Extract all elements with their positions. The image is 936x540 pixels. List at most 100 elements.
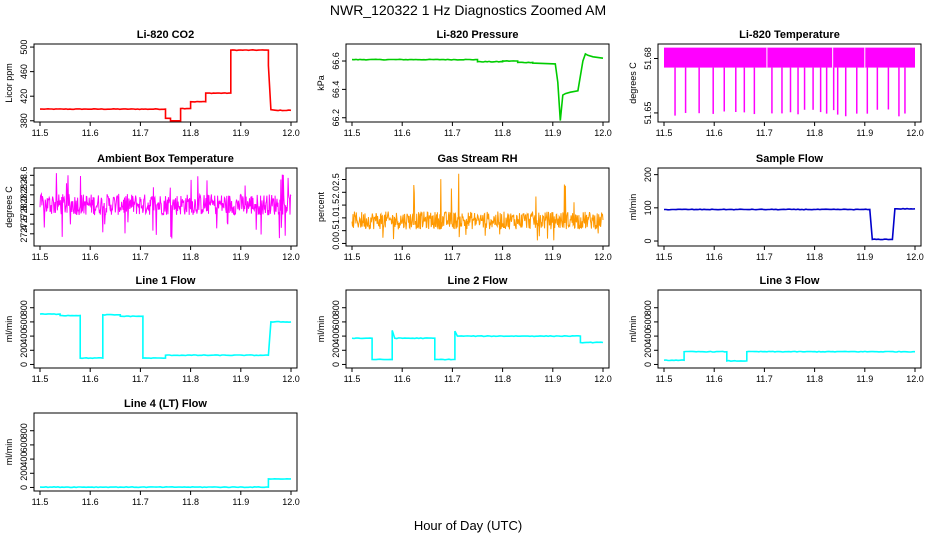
y-tick-label: 600 (331, 314, 341, 329)
panel-title: Ambient Box Temperature (97, 153, 234, 165)
y-tick-label: 600 (643, 314, 653, 329)
x-tick-label: 11.9 (232, 497, 249, 507)
y-axis-label: ml/min (628, 194, 638, 221)
y-tick-label: 200 (643, 343, 653, 358)
x-tick-label: 11.7 (444, 252, 461, 262)
x-axis-label: Hour of Day (UTC) (413, 518, 523, 533)
x-tick-label: 11.8 (494, 128, 511, 138)
y-tick-label: 2.0 (331, 186, 341, 199)
x-tick-label: 11.9 (856, 374, 873, 384)
plot-frame (657, 289, 922, 369)
chart-panel-8: Line 2 Flow 11.5 11.6 11.7 11.8 11.9 12.0 0 2004… (316, 275, 612, 384)
y-tick-label: 27.4 (19, 225, 29, 243)
y-tick-label: 200 (19, 466, 29, 481)
x-tick-label: 12.0 (906, 128, 924, 138)
x-tick-label: 11.9 (544, 374, 561, 384)
y-tick-label: 0 (331, 362, 341, 367)
x-tick-label: 11.7 (132, 128, 149, 138)
series-line (39, 48, 292, 122)
x-tick-label: 12.0 (282, 374, 300, 384)
plot-frame (345, 289, 610, 369)
x-tick-label: 11.8 (182, 374, 199, 384)
x-tick-label: 11.9 (856, 128, 873, 138)
x-tick-label: 12.0 (282, 128, 300, 138)
x-tick-label: 11.9 (544, 252, 561, 262)
y-tick-label: 800 (19, 300, 29, 315)
panel-title: Line 2 Flow (448, 275, 508, 287)
y-axis-label: ml/min (628, 316, 638, 343)
x-tick-label: 12.0 (594, 252, 612, 262)
panel-title: Line 3 Flow (760, 275, 820, 287)
series-line (39, 312, 292, 360)
x-tick-label: 11.5 (656, 374, 673, 384)
x-tick-label: 12.0 (906, 252, 924, 262)
y-tick-label: 0.0 (331, 237, 341, 250)
y-tick-label: 0 (19, 485, 29, 490)
x-tick-label: 11.6 (394, 128, 411, 138)
x-tick-label: 11.9 (544, 128, 561, 138)
x-tick-label: 11.9 (232, 252, 249, 262)
y-tick-label: 400 (331, 329, 341, 344)
x-tick-label: 11.7 (444, 128, 461, 138)
series-line (351, 330, 604, 361)
y-axis-label: degrees C (4, 186, 14, 228)
y-tick-label: 0 (643, 239, 653, 244)
x-tick-label: 12.0 (906, 374, 924, 384)
y-tick-label: 200 (331, 343, 341, 358)
x-tick-label: 12.0 (594, 128, 612, 138)
x-tick-label: 11.5 (32, 497, 49, 507)
y-tick-label: 200 (643, 167, 653, 182)
plot-frame (345, 43, 610, 123)
chart-panel-10: Line 4 (LT) Flow 11.5 11.6 11.7 11.8 11.9 12.0… (4, 398, 300, 507)
x-tick-label: 11.5 (344, 374, 361, 384)
y-tick-label: 380 (19, 113, 29, 128)
x-tick-label: 11.5 (344, 252, 361, 262)
y-axis-label: ml/min (4, 316, 14, 343)
chart-panel-1: Li-820 CO2 11.5 11.6 11.7 11.8 11.9 12.0 380 420… (4, 29, 300, 138)
y-axis-label: degrees C (628, 62, 638, 104)
x-tick-label: 11.7 (132, 497, 149, 507)
x-tick-label: 11.7 (444, 374, 461, 384)
panel-title: Li-820 Temperature (739, 29, 840, 41)
chart-panel-2: Li-820 Pressure 11.5 11.6 11.7 11.8 11.9 12.0 6… (316, 29, 612, 138)
x-tick-label: 11.8 (494, 374, 511, 384)
x-tick-label: 11.5 (32, 374, 49, 384)
plot-frame (33, 289, 298, 369)
panel-title: Gas Stream RH (437, 153, 517, 165)
y-tick-label: 460 (19, 64, 29, 79)
figure-title: NWR_120322 1 Hz Diagnostics Zoomed AM (329, 2, 607, 18)
x-tick-label: 11.6 (706, 252, 723, 262)
panel-title: Li-820 Pressure (437, 29, 519, 41)
x-tick-label: 11.9 (232, 374, 249, 384)
x-tick-label: 11.7 (132, 374, 149, 384)
y-tick-label: 400 (19, 452, 29, 467)
x-tick-label: 11.5 (344, 128, 361, 138)
x-tick-label: 11.6 (706, 374, 723, 384)
x-tick-label: 11.7 (756, 252, 773, 262)
x-tick-label: 11.6 (394, 252, 411, 262)
chart-panel-6: Sample Flow 11.5 11.6 11.7 11.8 11.9 12.0 0 100 2… (628, 153, 924, 262)
x-tick-label: 11.6 (706, 128, 723, 138)
x-tick-label: 11.8 (182, 252, 199, 262)
y-tick-label: 420 (19, 89, 29, 104)
y-tick-label: 800 (643, 300, 653, 315)
y-tick-label: 400 (643, 329, 653, 344)
y-tick-label: 500 (19, 40, 29, 55)
x-tick-label: 12.0 (282, 252, 300, 262)
y-axis-label: percent (316, 191, 326, 222)
y-tick-label: 27.8 (19, 206, 29, 224)
x-tick-label: 11.7 (756, 374, 773, 384)
panel-title: Line 1 Flow (136, 275, 196, 287)
chart-panel-7: Line 1 Flow 11.5 11.6 11.7 11.8 11.9 12.0 0 2004… (4, 275, 300, 384)
y-tick-label: 66.4 (331, 81, 341, 99)
x-tick-label: 11.8 (806, 252, 823, 262)
series-line (664, 207, 916, 241)
y-tick-label: 1.5 (331, 199, 341, 212)
y-tick-label: 28.2 (19, 186, 29, 204)
y-axis-label: ml/min (4, 439, 14, 466)
y-tick-label: 66.6 (331, 52, 341, 70)
x-tick-label: 11.6 (82, 128, 99, 138)
y-tick-label: 0 (643, 362, 653, 367)
y-axis-label: ml/min (316, 316, 326, 343)
